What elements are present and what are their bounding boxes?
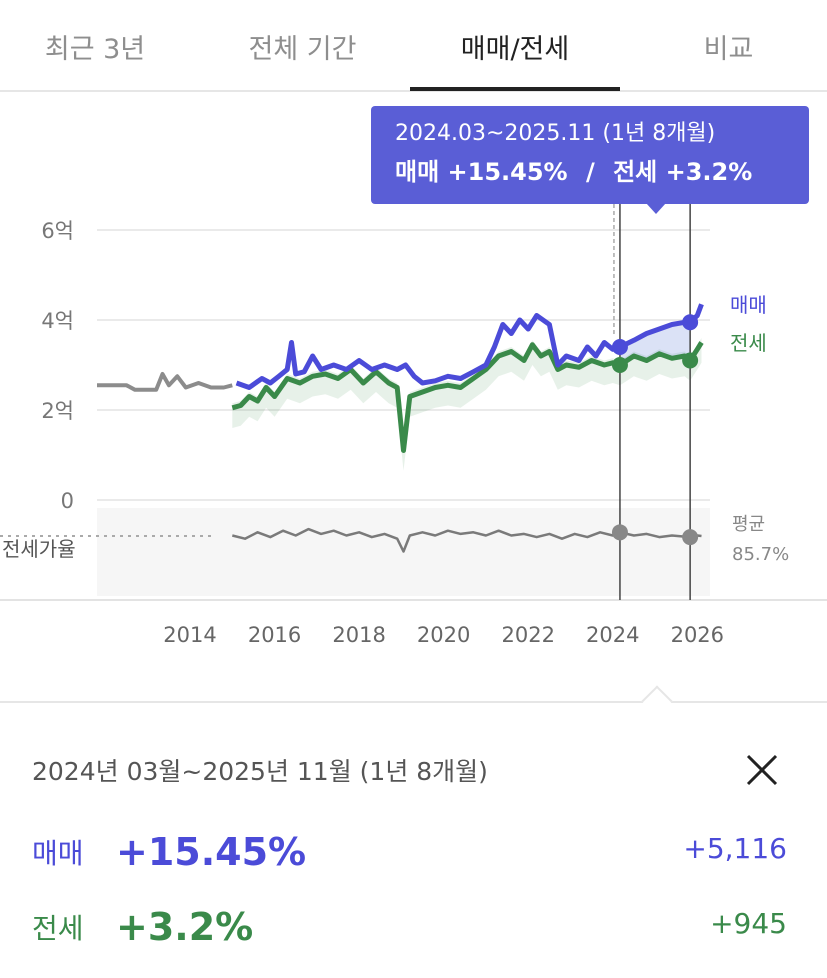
tooltip-changes: 매매 +15.45% / 전세 +3.2% xyxy=(395,152,785,192)
tab-all-period[interactable]: 전체 기간 xyxy=(248,33,357,65)
legend-ratio-average: 평균 xyxy=(732,514,765,535)
summary-period: 2024년 03월~2025년 11월 (1년 8개월) xyxy=(32,757,488,786)
summary-sale-amount: +5,116 xyxy=(683,832,787,865)
y-tick-label: 0 xyxy=(61,489,74,513)
tab-recent-3y[interactable]: 최근 3년 xyxy=(44,33,146,65)
x-tick-label: 2026 xyxy=(671,623,724,647)
tooltip-sale-label: 매매 xyxy=(395,158,440,186)
summary-jeonse-label: 전세 xyxy=(32,912,84,945)
jeonse-price-line xyxy=(231,341,704,453)
legend-sale: 매매 xyxy=(730,293,767,317)
x-tick-label: 2020 xyxy=(417,623,470,647)
selection-start-sale-dot xyxy=(611,339,628,355)
panel-divider xyxy=(0,701,827,703)
legend-ratio-value: 85.7% xyxy=(732,544,789,565)
period-tabs: 최근 3년 전체 기간 매매/전세 비교 xyxy=(0,0,827,92)
tab-compare[interactable]: 비교 xyxy=(703,33,754,65)
summary-jeonse-change: +3.2% xyxy=(116,905,254,949)
selection-tooltip: 2024.03~2025.11 (1년 8개월) 매매 +15.45% / 전세… xyxy=(371,106,809,204)
tooltip-period: 2024.03~2025.11 (1년 8개월) xyxy=(395,121,716,146)
x-tick-label: 2016 xyxy=(248,623,301,647)
selection-start-jeonse-dot xyxy=(611,357,628,373)
close-button[interactable] xyxy=(742,750,782,790)
summary-sale-change: +15.45% xyxy=(116,830,307,874)
x-tick-label: 2022 xyxy=(501,623,554,647)
tooltip-separator: / xyxy=(585,158,595,186)
x-tick-label: 2014 xyxy=(163,623,216,647)
history-price-line xyxy=(97,372,233,392)
selection-gap-fill xyxy=(620,322,691,365)
panel-pointer xyxy=(641,685,673,717)
tooltip-jeonse-label: 전세 xyxy=(613,158,658,186)
tooltip-jeonse-change: +3.2% xyxy=(665,158,753,186)
selection-end-jeonse-dot xyxy=(682,352,699,369)
selection-end-sale-dot xyxy=(682,314,699,331)
tab-sale-jeonse[interactable]: 매매/전세 xyxy=(460,33,570,65)
selection-start-ratio-dot xyxy=(611,524,628,541)
active-tab-indicator xyxy=(410,87,620,91)
y-tick-label: 6억 xyxy=(41,219,74,243)
summary-jeonse-amount: +945 xyxy=(710,907,787,940)
x-tick-label: 2018 xyxy=(332,623,385,647)
ratio-axis-label: 전세가율 xyxy=(2,537,76,561)
tooltip-pointer xyxy=(646,203,666,214)
y-tick-label: 2억 xyxy=(41,399,74,423)
close-icon xyxy=(746,754,778,786)
selection-end-ratio-dot xyxy=(682,529,699,546)
summary-sale-label: 매매 xyxy=(32,837,84,870)
legend-jeonse: 전세 xyxy=(730,331,767,355)
y-tick-label: 4억 xyxy=(41,309,74,333)
x-tick-label: 2024 xyxy=(586,623,639,647)
tooltip-sale-change: +15.45% xyxy=(447,158,568,186)
